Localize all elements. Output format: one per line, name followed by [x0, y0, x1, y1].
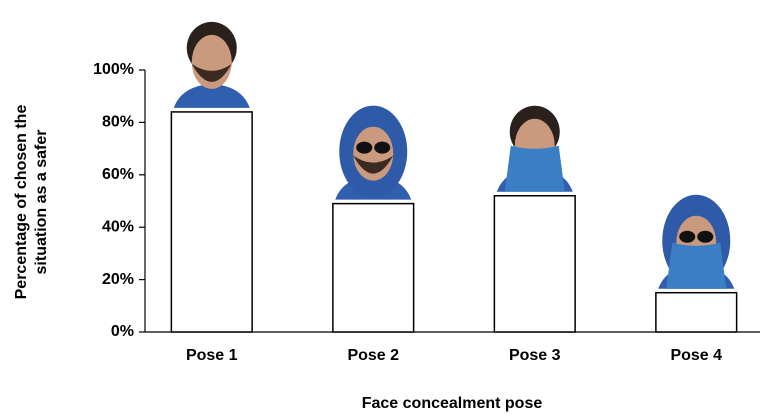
x-tick-label: Pose 3: [509, 347, 561, 364]
bar: [493, 195, 576, 333]
face-scarf: [666, 242, 727, 289]
face-beard: [191, 63, 232, 82]
face-glasses: [356, 141, 373, 154]
face-glasses: [679, 230, 696, 243]
bar: [655, 291, 738, 333]
face-shoulders: [173, 83, 250, 108]
x-axis-title: Face concealment pose: [362, 395, 543, 412]
x-tick-label: Pose 2: [347, 347, 399, 364]
face-scarf: [504, 145, 565, 192]
x-tick-label: Pose 4: [670, 347, 722, 364]
y-axis-title: situation as a safer: [33, 130, 50, 275]
bar: [170, 111, 253, 333]
y-tick-label: 20%: [102, 271, 134, 288]
face-glasses: [374, 141, 391, 154]
face-glasses: [697, 230, 714, 243]
y-tick-label: 0%: [111, 323, 134, 340]
y-axis-title: Percentage of chosen the: [13, 105, 30, 300]
bar: [332, 202, 415, 333]
y-tick-label: 40%: [102, 218, 134, 235]
y-tick-label: 100%: [93, 61, 134, 78]
face-beard: [353, 155, 394, 174]
y-tick-label: 60%: [102, 166, 134, 183]
x-tick-label: Pose 1: [186, 347, 238, 364]
y-tick-label: 80%: [102, 114, 134, 131]
